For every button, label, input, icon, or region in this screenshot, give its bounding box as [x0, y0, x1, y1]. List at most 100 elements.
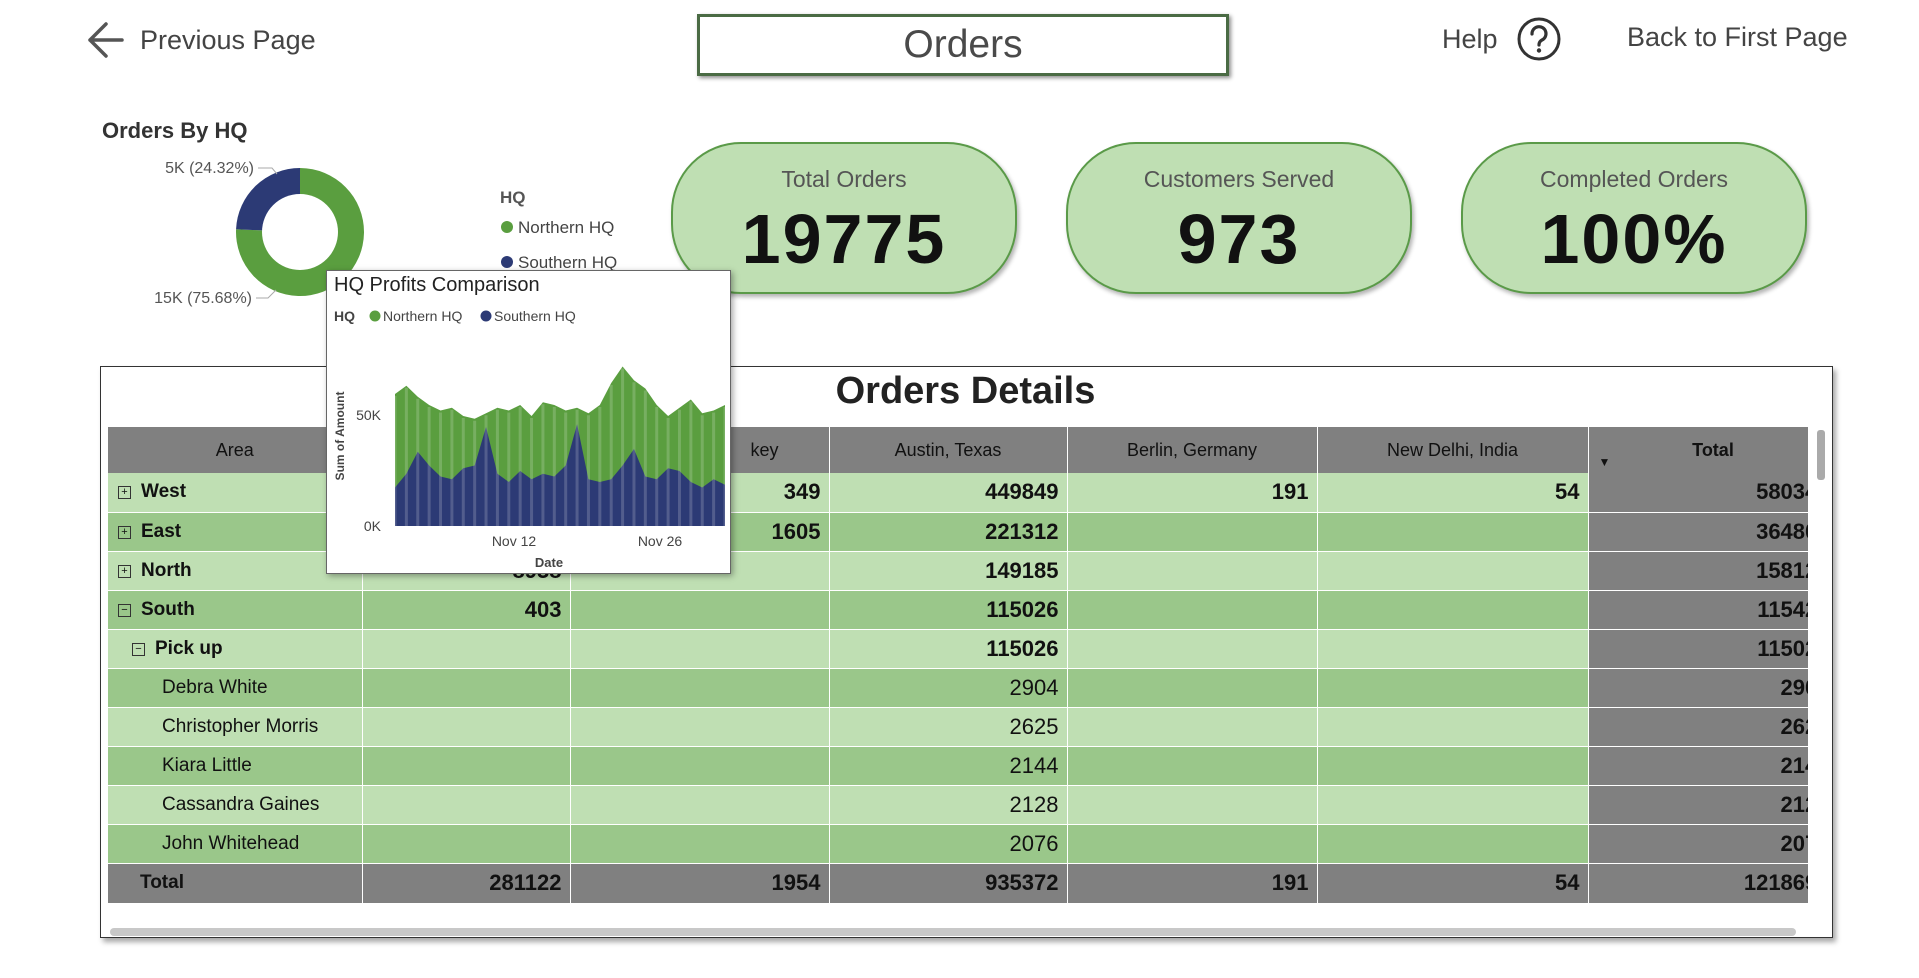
table-cell	[1317, 590, 1589, 630]
kpi-card-completed-orders: Completed Orders 100%	[1461, 142, 1807, 294]
table-cell: 149185	[829, 551, 1068, 591]
collapse-icon[interactable]: −	[132, 642, 145, 656]
table-cell	[1067, 512, 1318, 552]
hq-profits-tooltip: HQ Northern HQ Southern HQ 50K 0K Sum of…	[326, 270, 731, 574]
vertical-scrollbar[interactable]	[1817, 430, 1825, 480]
row-header[interactable]: John Whitehead	[108, 824, 363, 864]
table-cell	[570, 629, 830, 669]
expand-icon[interactable]: +	[118, 486, 131, 500]
col-header-berlin[interactable]: Berlin, Germany	[1067, 427, 1318, 473]
table-cell: 2625	[1588, 707, 1808, 747]
table-cell: 2904	[829, 668, 1068, 708]
col-header-austin[interactable]: Austin, Texas	[829, 427, 1068, 473]
sort-descending-icon[interactable]: ▼	[1598, 455, 1611, 469]
table-cell	[1317, 824, 1589, 864]
tooltip-legend-southern: Southern HQ	[494, 308, 576, 324]
row-header[interactable]: + West	[108, 473, 363, 513]
tooltip-legend-northern: Northern HQ	[383, 308, 462, 324]
row-header[interactable]: + North	[108, 551, 363, 591]
legend-northern-marker	[501, 221, 513, 233]
total-row: Total2811221954935372191541218693	[108, 863, 1808, 904]
table-cell: 2144	[829, 746, 1068, 786]
row-header[interactable]: − Pick up	[108, 629, 363, 669]
col-header-total[interactable]: Total ▼	[1588, 427, 1808, 473]
table-cell: 115429	[1588, 590, 1808, 630]
table-row: Cassandra Gaines 2128 2128	[108, 785, 1808, 825]
help-label: Help	[1442, 23, 1498, 54]
col-header-new-delhi[interactable]: New Delhi, India	[1317, 427, 1589, 473]
horizontal-scrollbar[interactable]	[110, 928, 1796, 936]
back-to-first-page-button[interactable]: Back to First Page	[1627, 22, 1848, 52]
row-label: North	[141, 559, 192, 581]
table-cell	[1317, 512, 1589, 552]
table-cell	[1067, 746, 1318, 786]
table-cell	[1067, 707, 1318, 747]
kpi-value: 19775	[741, 200, 947, 278]
row-label: Pick up	[155, 637, 223, 659]
page-title: Orders	[697, 14, 1229, 76]
row-label: West	[141, 481, 187, 503]
slice-label-southern: 5K (24.32%)	[165, 160, 254, 177]
row-label: Debra White	[162, 676, 268, 698]
table-cell	[362, 824, 571, 864]
total-cell: 935372	[829, 863, 1068, 904]
orders-matrix[interactable]: Area key Austin, Texas Berlin, Germany N…	[108, 427, 1808, 925]
expand-icon[interactable]: +	[118, 525, 131, 539]
table-cell: 580341	[1588, 473, 1808, 513]
col-header-area[interactable]: Area	[108, 427, 363, 473]
table-cell: 221312	[829, 512, 1068, 552]
donut-legend-southern: Southern HQ	[518, 253, 617, 272]
kpi-value: 100%	[1540, 200, 1728, 278]
table-cell: 2076	[1588, 824, 1808, 864]
y-tick-label: 0K	[364, 518, 382, 534]
row-header[interactable]: + East	[108, 512, 363, 552]
y-tick-label: 50K	[356, 407, 382, 423]
row-header[interactable]: − South	[108, 590, 363, 630]
donut-legend-northern: Northern HQ	[518, 218, 614, 237]
collapse-icon[interactable]: −	[118, 603, 131, 617]
tooltip-title: HQ Profits Comparison	[334, 274, 540, 296]
table-cell: 115026	[1588, 629, 1808, 669]
table-cell	[362, 707, 571, 747]
table-row: Christopher Morris 2625 2625	[108, 707, 1808, 747]
total-cell: 281122	[362, 863, 571, 904]
row-header[interactable]: Debra White	[108, 668, 363, 708]
row-header[interactable]: Kiara Little	[108, 746, 363, 786]
table-cell: 115026	[829, 590, 1068, 630]
row-header[interactable]: Christopher Morris	[108, 707, 363, 747]
kpi-value: 973	[1177, 200, 1301, 278]
table-row: Kiara Little 2144 2144	[108, 746, 1808, 786]
table-row: −Pick up 115026 115026	[108, 629, 1808, 669]
previous-page-label: Previous Page	[140, 24, 316, 55]
total-cell: 54	[1317, 863, 1589, 904]
table-row: −South403115026115429	[108, 590, 1808, 630]
table-cell: 115026	[829, 629, 1068, 669]
table-cell	[362, 668, 571, 708]
row-label: Christopher Morris	[162, 715, 319, 737]
kpi-label: Customers Served	[1143, 166, 1335, 192]
table-cell	[1317, 707, 1589, 747]
expand-icon[interactable]: +	[118, 564, 131, 578]
previous-page-button[interactable]: Previous Page	[84, 18, 316, 62]
total-header-label: Total	[1692, 439, 1734, 460]
row-label: East	[141, 520, 182, 542]
kpi-card-customers-served: Customers Served 973	[1066, 142, 1412, 294]
table-cell	[1067, 668, 1318, 708]
table-cell	[1067, 629, 1318, 669]
table-cell	[570, 785, 830, 825]
row-label: Kiara Little	[162, 754, 252, 776]
table-cell	[1317, 551, 1589, 591]
help-button[interactable]: Help	[1442, 16, 1562, 62]
row-header[interactable]: Cassandra Gaines	[108, 785, 363, 825]
table-cell	[1067, 785, 1318, 825]
kpi-card-total-orders: Total Orders 19775	[671, 142, 1017, 294]
table-cell: 364800	[1588, 512, 1808, 552]
donut-legend-title: HQ	[500, 188, 526, 207]
x-axis-label: Date	[535, 555, 563, 570]
x-tick-label: Nov 12	[492, 533, 537, 549]
total-row-label: Total	[108, 863, 363, 904]
table-cell	[1317, 746, 1589, 786]
row-label: South	[141, 598, 195, 620]
total-cell: 1218693	[1588, 863, 1808, 904]
table-row: +West34944984919154580341	[108, 473, 1808, 513]
